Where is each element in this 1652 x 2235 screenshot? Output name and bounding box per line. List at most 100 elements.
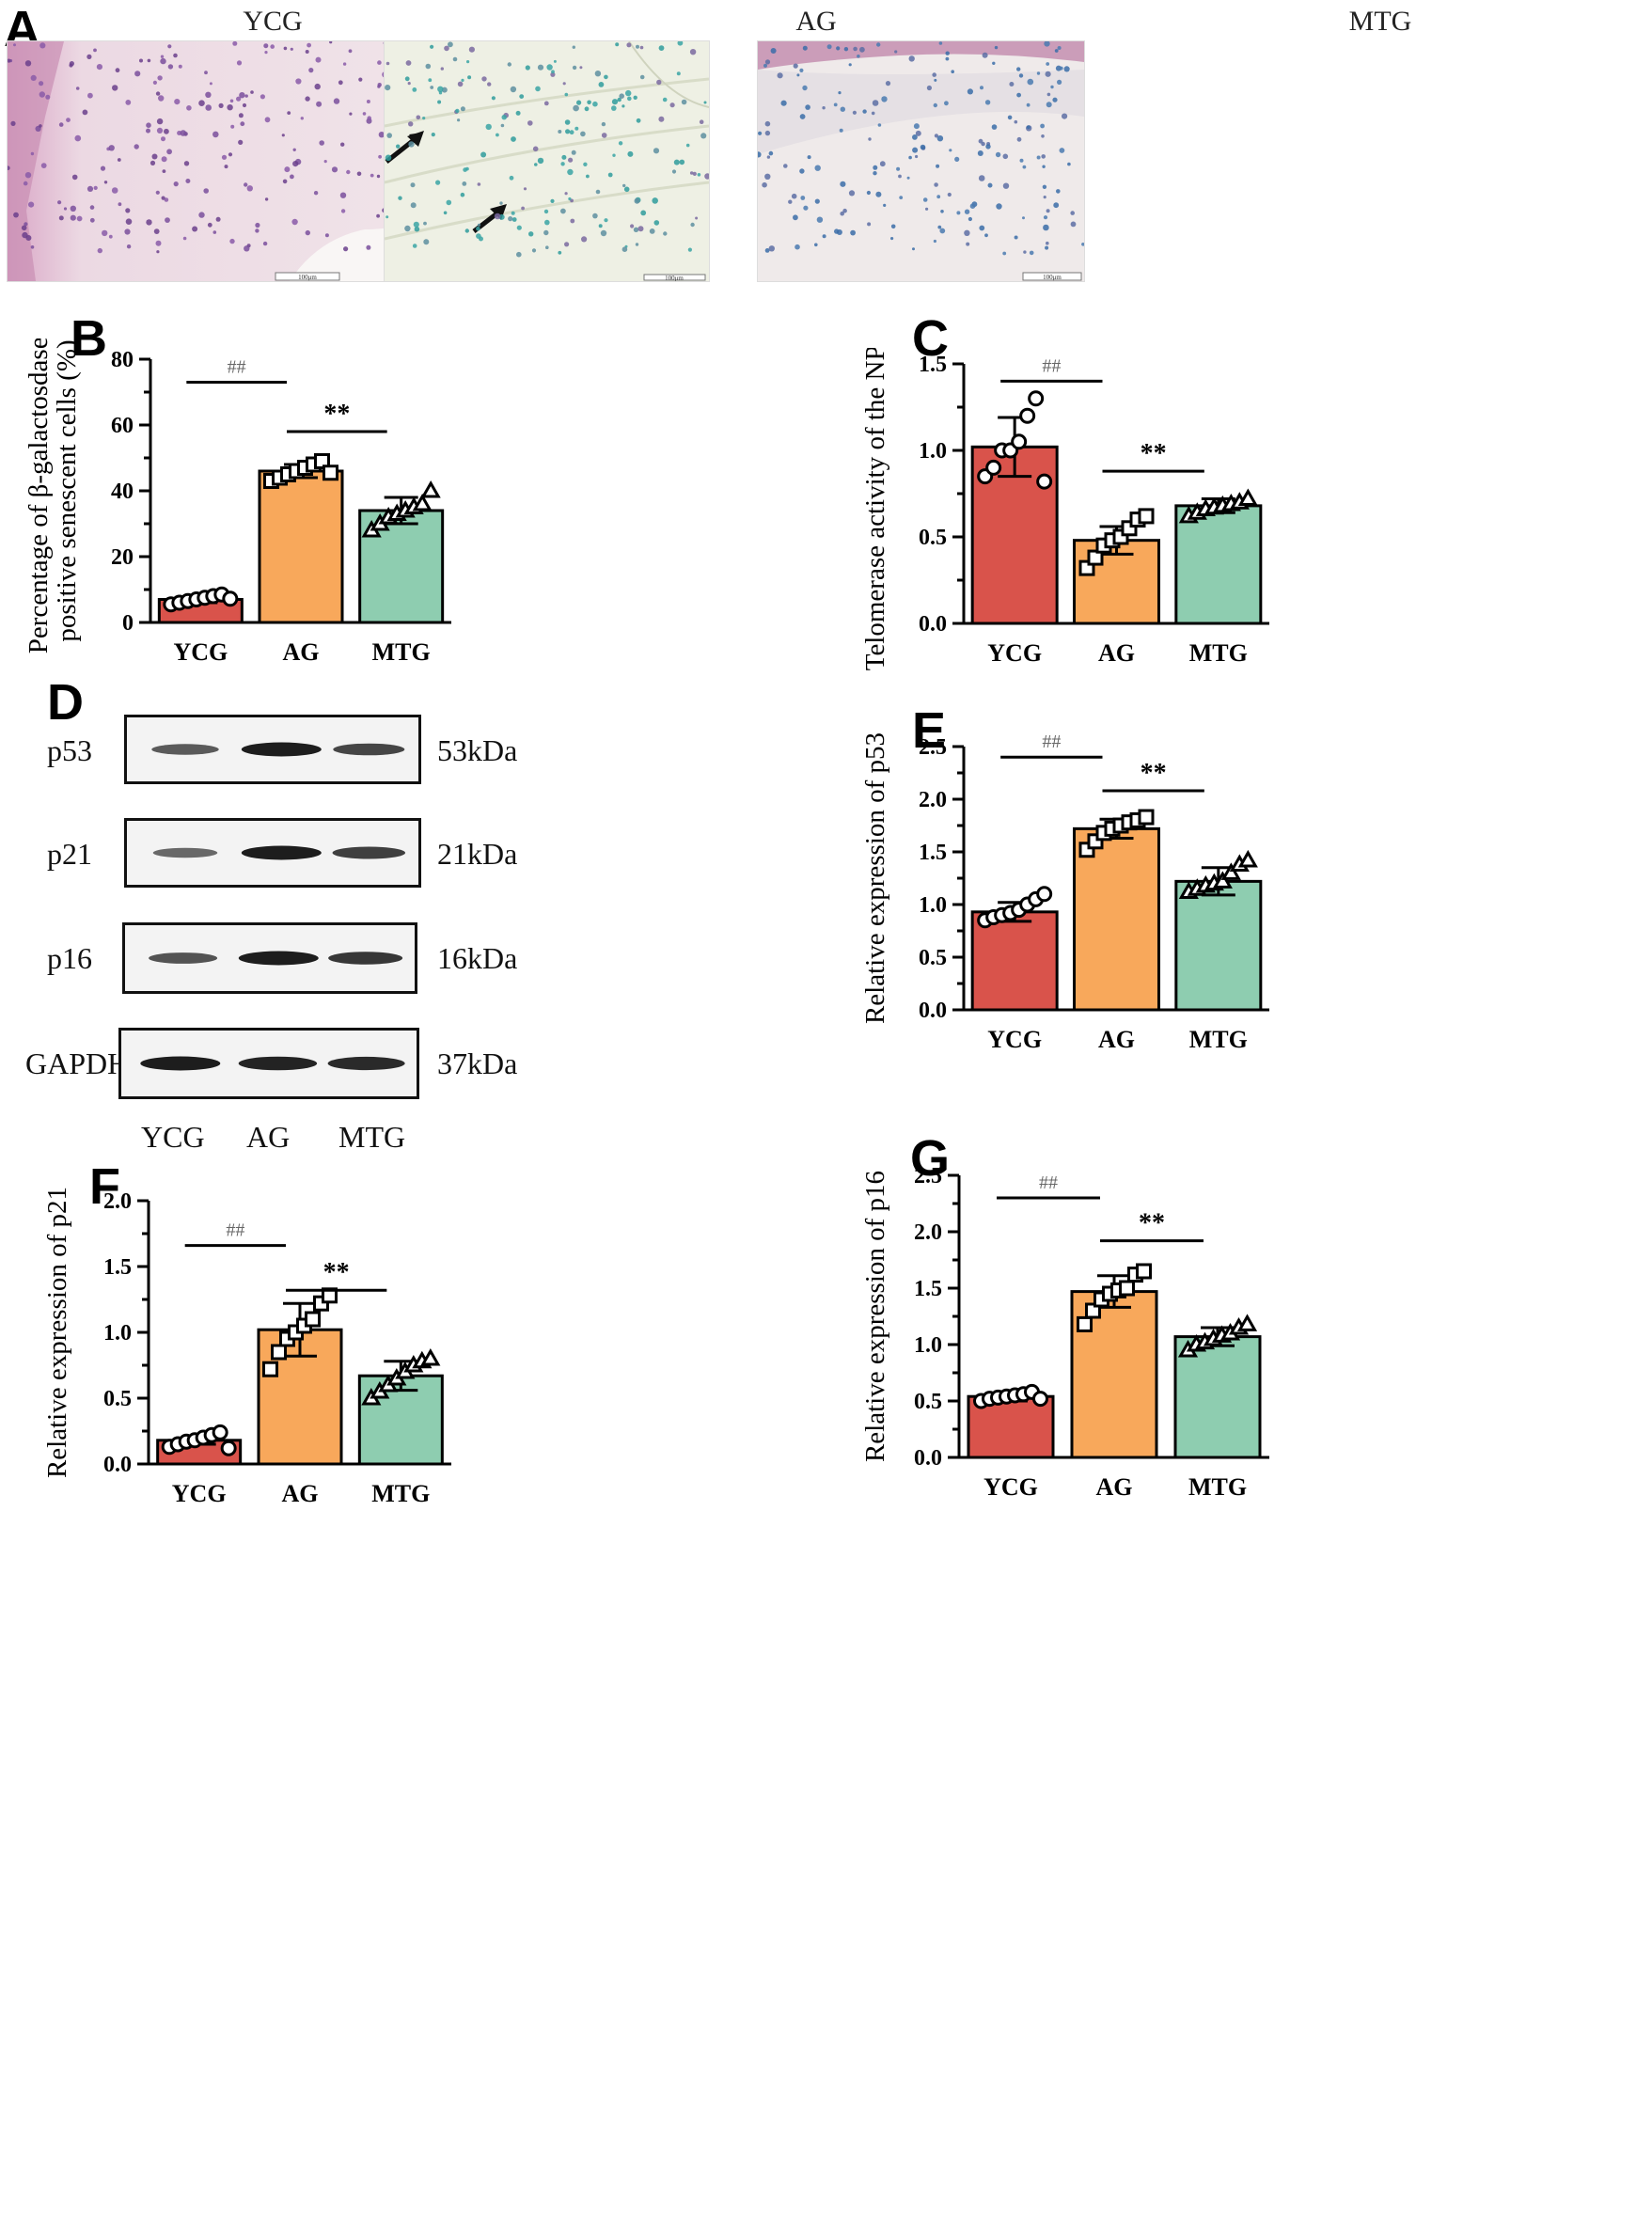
cell-nucleus <box>494 212 501 220</box>
cell-nucleus <box>24 222 28 227</box>
cell-nucleus <box>477 182 481 186</box>
cell-nucleus <box>146 128 150 134</box>
cell-nucleus <box>173 181 179 187</box>
cell-nucleus <box>1043 224 1049 231</box>
cell-nucleus <box>795 244 800 250</box>
data-point <box>1019 407 1036 424</box>
cell-nucleus <box>134 144 139 150</box>
cell-nucleus <box>978 138 983 144</box>
cell-nucleus <box>212 230 217 234</box>
cell-nucleus <box>431 133 435 137</box>
data-point <box>1036 473 1053 490</box>
y-tick-label: 0.5 <box>919 946 947 970</box>
cell-nucleus <box>405 60 412 66</box>
cell-nucleus <box>1019 158 1024 163</box>
data-point <box>262 1361 278 1377</box>
cell-nucleus <box>229 99 234 103</box>
y-tick-label: 2.0 <box>103 1189 132 1214</box>
point-group <box>1178 488 1258 524</box>
cell-nucleus <box>984 100 991 105</box>
cell-nucleus <box>954 156 960 162</box>
y-tick-label: 1.5 <box>919 841 947 865</box>
cell-nucleus <box>630 224 635 228</box>
cell-nucleus <box>466 60 470 64</box>
data-point <box>420 1347 441 1366</box>
cell-nucleus <box>848 190 856 197</box>
cell-nucleus <box>600 229 607 237</box>
cell-nucleus <box>1040 123 1045 129</box>
cell-nucleus <box>689 49 697 55</box>
cell-nucleus <box>1042 184 1047 189</box>
cell-nucleus <box>103 181 108 184</box>
cell-nucleus <box>476 226 480 231</box>
data-point <box>222 590 239 607</box>
significance-label: ## <box>226 1220 244 1241</box>
cell-nucleus <box>876 42 881 47</box>
cell-nucleus <box>316 101 323 107</box>
cell-nucleus <box>896 166 901 171</box>
cell-nucleus <box>944 101 949 106</box>
cell-nucleus <box>1046 102 1052 108</box>
x-tick-label: AG <box>282 1480 319 1507</box>
cell-nucleus <box>802 85 808 91</box>
blot-protein-label: p53 <box>47 733 92 767</box>
cell-nucleus <box>850 229 856 236</box>
cell-nucleus <box>783 164 788 168</box>
cell-nucleus <box>992 61 996 65</box>
cell-nucleus <box>994 45 999 50</box>
cell-nucleus <box>791 193 797 199</box>
cell-nucleus <box>346 169 351 175</box>
cell-nucleus <box>410 182 416 188</box>
cell-nucleus <box>519 94 525 99</box>
cell-nucleus <box>1057 46 1062 50</box>
cell-nucleus <box>615 42 620 47</box>
micrograph-label-ag: AG <box>795 6 837 37</box>
y-tick-label: 1.0 <box>103 1321 132 1346</box>
cell-nucleus <box>940 210 944 213</box>
cell-nucleus <box>704 173 709 180</box>
data-point <box>1236 1314 1258 1331</box>
cell-nucleus <box>10 120 16 126</box>
cell-nucleus <box>700 133 707 139</box>
y-tick-label: 80 <box>111 348 134 372</box>
cell-nucleus <box>204 71 208 75</box>
cell-nucleus <box>240 121 245 127</box>
chart-g: 0.0 0.5 1.0 1.5 2.0 2.5 Relative expression of… <box>860 1164 1269 1501</box>
cell-nucleus <box>349 112 353 116</box>
cell-nucleus <box>611 99 619 105</box>
cell-nucleus <box>925 207 929 211</box>
cell-nucleus <box>485 123 492 131</box>
cell-nucleus <box>658 45 665 51</box>
cell-nucleus <box>543 209 549 214</box>
cell-nucleus <box>464 228 469 233</box>
micrograph-mtg-image: 100μm <box>758 41 1084 281</box>
cell-nucleus <box>444 45 449 52</box>
cell-nucleus <box>623 186 630 193</box>
cell-nucleus <box>467 75 472 80</box>
y-axis-label: Relative expression of p16 <box>860 1171 890 1462</box>
cell-nucleus <box>212 131 219 138</box>
cell-nucleus <box>238 139 244 145</box>
chart-b: 0 20 40 60 80 Percentage of β-galactosdase-po… <box>24 338 451 666</box>
x-tick-label: MTG <box>1188 1473 1247 1501</box>
blot-band <box>238 1056 318 1071</box>
cell-nucleus <box>139 58 143 63</box>
data-point <box>412 493 433 512</box>
cell-nucleus <box>936 164 940 168</box>
y-tick-label: 1.5 <box>919 353 947 377</box>
panel-letter-f: F <box>89 1158 120 1215</box>
cell-nucleus <box>1016 136 1022 142</box>
cell-nucleus <box>890 237 894 241</box>
cell-nucleus <box>653 148 660 154</box>
cell-nucleus <box>23 181 28 186</box>
cell-nucleus <box>621 104 625 108</box>
cell-nucleus <box>574 126 579 131</box>
cell-nucleus <box>125 218 133 225</box>
cell-nucleus <box>58 122 64 127</box>
cell-nucleus <box>568 157 574 163</box>
cell-nucleus <box>509 175 514 181</box>
cell-nucleus <box>581 236 588 243</box>
cell-nucleus <box>407 82 411 86</box>
cell-nucleus <box>987 182 993 188</box>
cell-nucleus <box>244 245 250 252</box>
